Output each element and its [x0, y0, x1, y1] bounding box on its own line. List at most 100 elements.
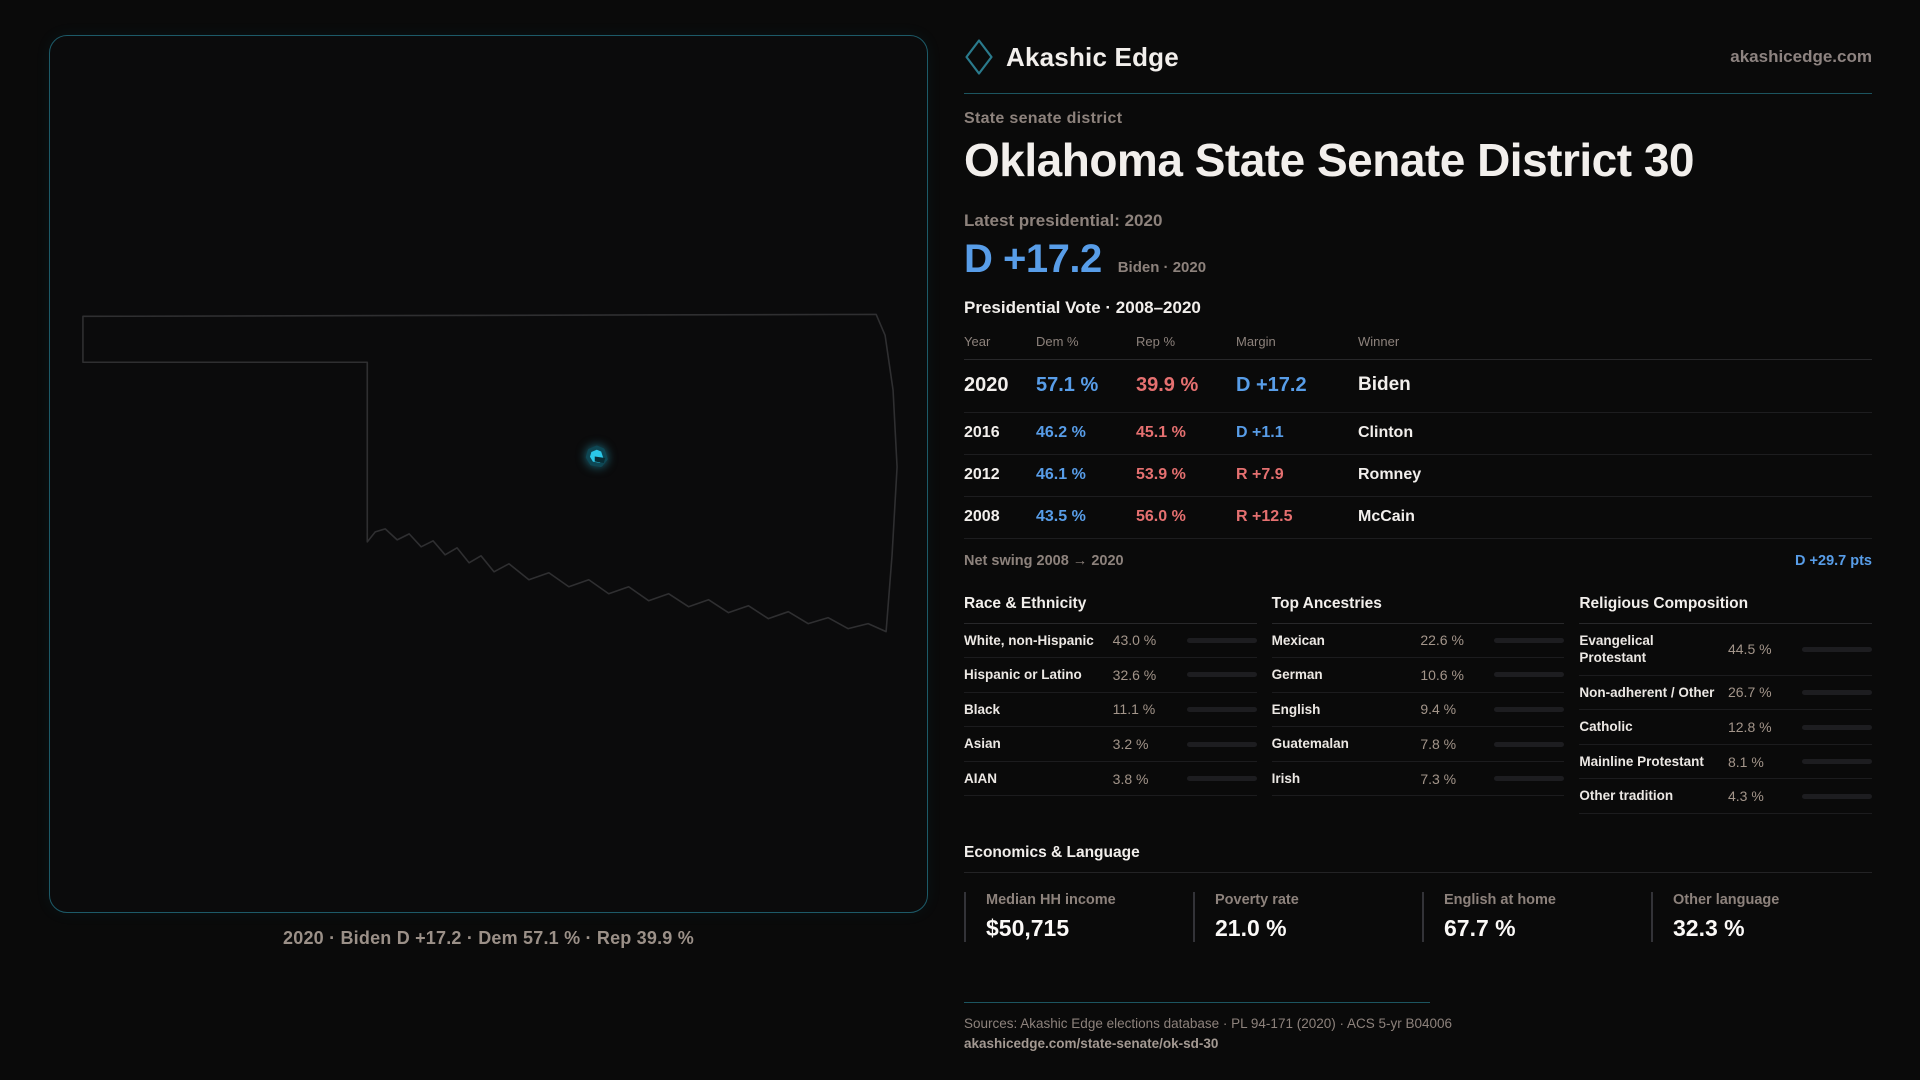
list-item: English 9.4 %	[1271, 693, 1565, 728]
economics-section: Economics & Language Median HH income $5…	[964, 844, 1872, 942]
bar-track	[1801, 646, 1872, 652]
footer-divider	[964, 1001, 1430, 1003]
stat-value: 21.0 %	[1215, 914, 1287, 941]
winner-cell: Clinton	[1358, 424, 1414, 442]
demo-value: 22.6 %	[1420, 632, 1464, 649]
latest-presidential-label: Latest presidential: 2020	[964, 210, 1163, 230]
page-header: Akashic Edge akashicedge.com	[964, 38, 1872, 94]
stat-label: Other language	[1673, 891, 1780, 908]
col-winner: Winner	[1358, 333, 1400, 349]
stat-card: Poverty rate 21.0 %	[1193, 891, 1414, 942]
site-link[interactable]: akashicedge.com	[1730, 47, 1872, 66]
demo-label: English	[1271, 701, 1321, 717]
demo-label: Evangelical Protestant	[1579, 632, 1654, 666]
kicker: State senate district	[964, 110, 1123, 127]
stat-value: 32.3 %	[1673, 914, 1745, 941]
demo-label: Mainline Protestant	[1579, 753, 1704, 769]
map-caption: 2020 · Biden D +17.2 · Dem 57.1 % · Rep …	[283, 928, 694, 948]
demo-value: 9.4 %	[1420, 701, 1457, 718]
rep-cell: 53.9 %	[1136, 466, 1186, 484]
demo-value: 43.0 %	[1112, 632, 1157, 649]
list-item: Mainline Protestant 8.1 %	[1579, 745, 1872, 780]
net-swing-value: D +29.7 pts	[1795, 552, 1872, 569]
demo-value: 10.6 %	[1420, 666, 1464, 683]
demo-value: 11.1 %	[1112, 701, 1156, 718]
bar-track	[1494, 741, 1565, 747]
rep-cell: 45.1 %	[1136, 424, 1186, 442]
year-cell: 2016	[964, 424, 1000, 442]
demo-value: 7.3 %	[1420, 770, 1457, 787]
table-row: 2020 57.1 % 39.9 % D +17.2 Biden	[964, 360, 1872, 413]
winner-cell: Romney	[1358, 466, 1422, 484]
permalink[interactable]: akashicedge.com/state-senate/ok-sd-30	[964, 1035, 1219, 1051]
demo-value: 44.5 %	[1727, 641, 1772, 658]
demo-value: 32.6 %	[1112, 666, 1157, 683]
list-item: Hispanic or Latino 32.6 %	[964, 658, 1257, 693]
rep-cell: 39.9 %	[1136, 373, 1199, 396]
dem-cell: 46.2 %	[1036, 424, 1086, 442]
year-cell: 2008	[964, 508, 1000, 526]
stat-card: Median HH income $50,715	[964, 891, 1185, 942]
vote-table-title: Presidential Vote · 2008–2020	[964, 297, 1201, 317]
bar-track	[1186, 637, 1257, 643]
list-item: Black 11.1 %	[964, 693, 1257, 728]
demo-label: Non-adherent / Other	[1579, 684, 1715, 700]
demo-label: Guatemalan	[1271, 736, 1349, 752]
economics-heading: Economics & Language	[964, 844, 1872, 873]
bar-track	[1186, 672, 1257, 678]
dem-cell: 57.1 %	[1036, 373, 1099, 396]
page-title: Oklahoma State Senate District 30	[964, 134, 1695, 186]
demo-value: 3.8 %	[1112, 770, 1149, 787]
demographics-section: Race & Ethnicity White, non-Hispanic 43.…	[964, 595, 1872, 814]
column-heading: Top Ancestries	[1271, 595, 1565, 624]
demo-label: German	[1271, 667, 1323, 683]
list-item: White, non-Hispanic 43.0 %	[964, 624, 1257, 659]
demo-value: 12.8 %	[1727, 719, 1772, 735]
demo-label: Other tradition	[1579, 788, 1674, 804]
vote-table-header: Year Dem % Rep % Margin Winner	[964, 328, 1872, 360]
rep-cell: 56.0 %	[1136, 508, 1186, 526]
district-30-marker	[585, 445, 608, 468]
presidential-vote-table: Year Dem % Rep % Margin Winner 2020 57.1…	[964, 328, 1872, 539]
demo-value: 26.7 %	[1727, 684, 1772, 701]
margin-cell: R +12.5	[1236, 508, 1293, 526]
oklahoma-map	[82, 313, 898, 633]
list-item: Guatemalan 7.8 %	[1271, 727, 1565, 762]
bar-track	[1801, 724, 1872, 730]
table-row: 2008 43.5 % 56.0 % R +12.5 McCain	[964, 497, 1872, 539]
bar-track	[1801, 689, 1872, 695]
district-report: Akashic Edge akashicedge.com State senat…	[964, 38, 1872, 1051]
margin-cell: D +1.1	[1236, 424, 1284, 442]
list-item: Mexican 22.6 %	[1271, 624, 1565, 659]
oklahoma-state-outline	[82, 313, 898, 633]
table-row: 2016 46.2 % 45.1 % D +1.1 Clinton	[964, 413, 1872, 455]
winner-cell: McCain	[1358, 508, 1415, 526]
dem-cell: 43.5 %	[1036, 508, 1086, 526]
list-item: Non-adherent / Other 26.7 %	[1579, 676, 1872, 711]
sources-text: Sources: Akashic Edge elections database…	[964, 1015, 1453, 1031]
stat-value: $50,715	[986, 914, 1070, 941]
col-rep: Rep %	[1136, 333, 1176, 349]
religious-composition-column: Religious Composition Evangelical Protes…	[1579, 595, 1872, 814]
headline-margin-sub: Biden · 2020	[1117, 258, 1207, 276]
demo-label: Hispanic or Latino	[964, 667, 1082, 683]
demo-value: 8.1 %	[1727, 753, 1764, 770]
col-dem: Dem %	[1036, 333, 1079, 349]
demo-label: Black	[964, 701, 1001, 717]
list-item: Irish 7.3 %	[1271, 762, 1565, 797]
stat-card: English at home 67.7 %	[1422, 891, 1643, 942]
diamond-logo-icon	[965, 39, 993, 75]
list-item: AIAN 3.8 %	[964, 762, 1257, 797]
bar-track	[1801, 793, 1872, 799]
demo-label: Asian	[964, 736, 1001, 752]
bar-track	[1186, 776, 1257, 782]
bar-track	[1494, 706, 1565, 712]
list-item: Catholic 12.8 %	[1579, 710, 1872, 745]
footer: Sources: Akashic Edge elections database…	[964, 1001, 1872, 1051]
list-item: Asian 3.2 %	[964, 727, 1257, 762]
demo-label: Irish	[1271, 770, 1301, 786]
headline-margin: D +17.2	[964, 236, 1102, 281]
stat-label: English at home	[1444, 891, 1556, 908]
brand-name: Akashic Edge	[1006, 41, 1179, 72]
top-ancestries-column: Top Ancestries Mexican 22.6 % German 10.…	[1271, 595, 1565, 797]
